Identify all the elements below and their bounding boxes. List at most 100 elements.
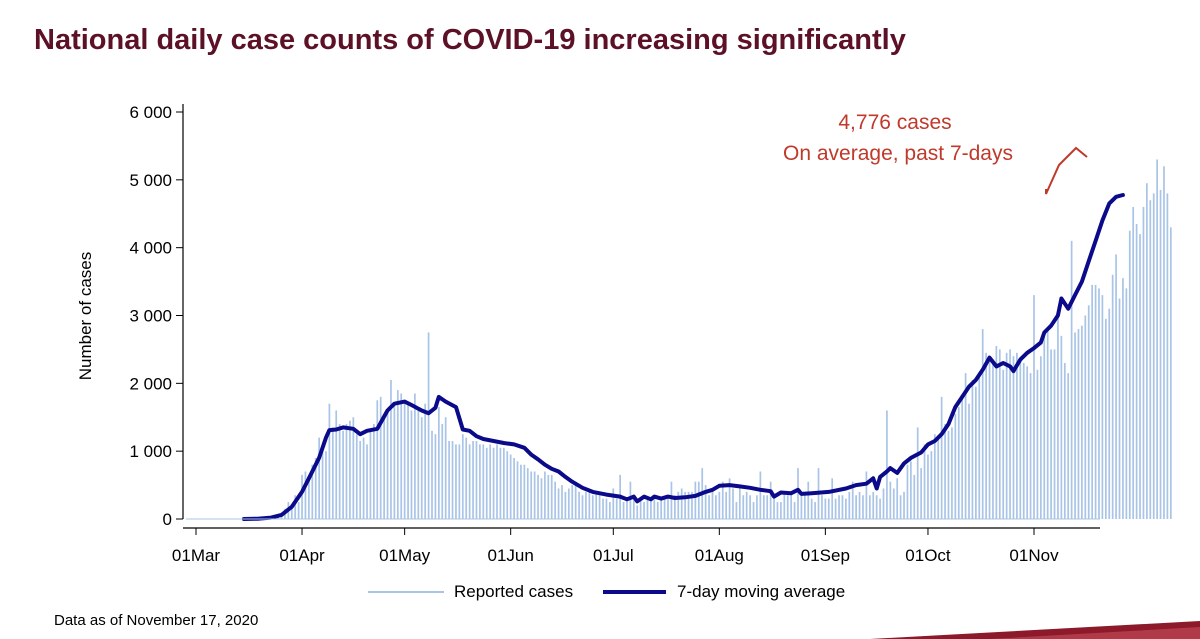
case-bar (995, 346, 998, 519)
case-bar (571, 485, 574, 519)
case-bar (1135, 223, 1138, 519)
y-tick-label: 3 000 (129, 307, 172, 326)
case-bar (1029, 373, 1032, 519)
case-bar (913, 474, 916, 519)
case-bar (444, 417, 447, 519)
case-bar (414, 393, 416, 519)
case-bar (961, 396, 964, 519)
case-bar (1077, 329, 1080, 519)
case-bar (331, 427, 334, 519)
case-bar (526, 468, 529, 520)
case-bar (1070, 240, 1073, 519)
case-bar (393, 403, 396, 519)
y-tick-label: 4 000 (129, 239, 172, 258)
case-bar (920, 468, 922, 520)
case-bar (513, 457, 515, 519)
case-bar (697, 481, 700, 519)
reported-cases-bars (243, 159, 1172, 520)
case-bar (985, 352, 987, 519)
case-bar (715, 495, 717, 519)
case-bar (1012, 356, 1015, 519)
case-bar (879, 498, 881, 519)
case-bar (752, 502, 755, 519)
case-bar (998, 349, 1001, 519)
case-bar (933, 434, 936, 519)
case-bar (1149, 200, 1152, 519)
case-bar (451, 440, 454, 519)
x-tick-label: 01Jul (593, 546, 634, 565)
case-bar (417, 407, 420, 519)
case-bar (721, 481, 724, 519)
case-bar (294, 495, 297, 519)
case-bar (978, 376, 981, 519)
case-bar (1108, 308, 1111, 519)
case-bar (745, 491, 748, 519)
case-bar (585, 491, 587, 519)
case-bar (520, 464, 522, 519)
case-bar (342, 430, 344, 519)
case-bar (937, 437, 940, 519)
case-bar (875, 495, 878, 519)
case-bar (1060, 335, 1063, 519)
case-bar (1039, 356, 1042, 519)
case-bar (780, 502, 782, 519)
case-bar (622, 502, 625, 519)
case-bar (646, 498, 649, 519)
case-bar (1063, 362, 1066, 519)
case-bar (537, 474, 539, 519)
case-bar (1022, 362, 1025, 519)
annotation-bracket (1045, 146, 1088, 195)
case-bar (677, 491, 680, 519)
case-bar (359, 440, 362, 519)
case-bar (554, 481, 556, 519)
case-bar (903, 491, 905, 519)
case-bar (420, 417, 423, 519)
case-bar (349, 420, 351, 519)
case-bar (383, 417, 385, 519)
case-bar (742, 495, 745, 519)
case-bar (290, 505, 293, 519)
case-bar (1101, 295, 1104, 519)
case-bar (639, 498, 642, 519)
case-bar (335, 410, 338, 519)
x-tick-label: 01Apr (279, 546, 325, 565)
case-bar (1057, 315, 1059, 519)
case-bar (304, 471, 307, 519)
case-bar (660, 497, 663, 519)
case-bar (838, 495, 840, 519)
case-bar (502, 447, 505, 519)
case-bar (1002, 369, 1005, 519)
case-bar (725, 491, 728, 519)
case-bar (475, 440, 478, 519)
case-bar (814, 502, 816, 519)
case-bar (947, 430, 950, 519)
chart-title: National daily case counts of COVID-19 i… (34, 24, 906, 56)
case-bar (1146, 183, 1148, 520)
case-bar (595, 493, 598, 519)
case-bar (889, 481, 892, 519)
case-bar (1053, 349, 1056, 519)
case-bar (1043, 335, 1046, 519)
case-bar (1084, 315, 1087, 519)
axes: 0 1 000 2 000 3 000 4 000 5 000 6 000 01Mar 01Ap… (129, 103, 1100, 565)
case-bar (499, 447, 502, 519)
case-bar (588, 491, 591, 519)
case-bar (557, 488, 560, 519)
case-bar (803, 495, 806, 519)
case-bar (338, 424, 341, 519)
case-bar (564, 491, 567, 519)
case-bar (793, 502, 796, 519)
case-bar (328, 403, 331, 519)
legend: Reported cases 7-day moving average (368, 582, 845, 601)
case-bar (670, 481, 673, 519)
case-bar (899, 495, 902, 519)
case-bar (674, 495, 676, 519)
case-bar (311, 464, 314, 519)
case-bar (762, 495, 765, 519)
case-bar (711, 488, 714, 519)
case-bar (509, 454, 512, 519)
case-bar (831, 478, 834, 519)
case-bar (1152, 193, 1155, 519)
case-bar (506, 451, 509, 519)
case-bar (301, 474, 303, 519)
